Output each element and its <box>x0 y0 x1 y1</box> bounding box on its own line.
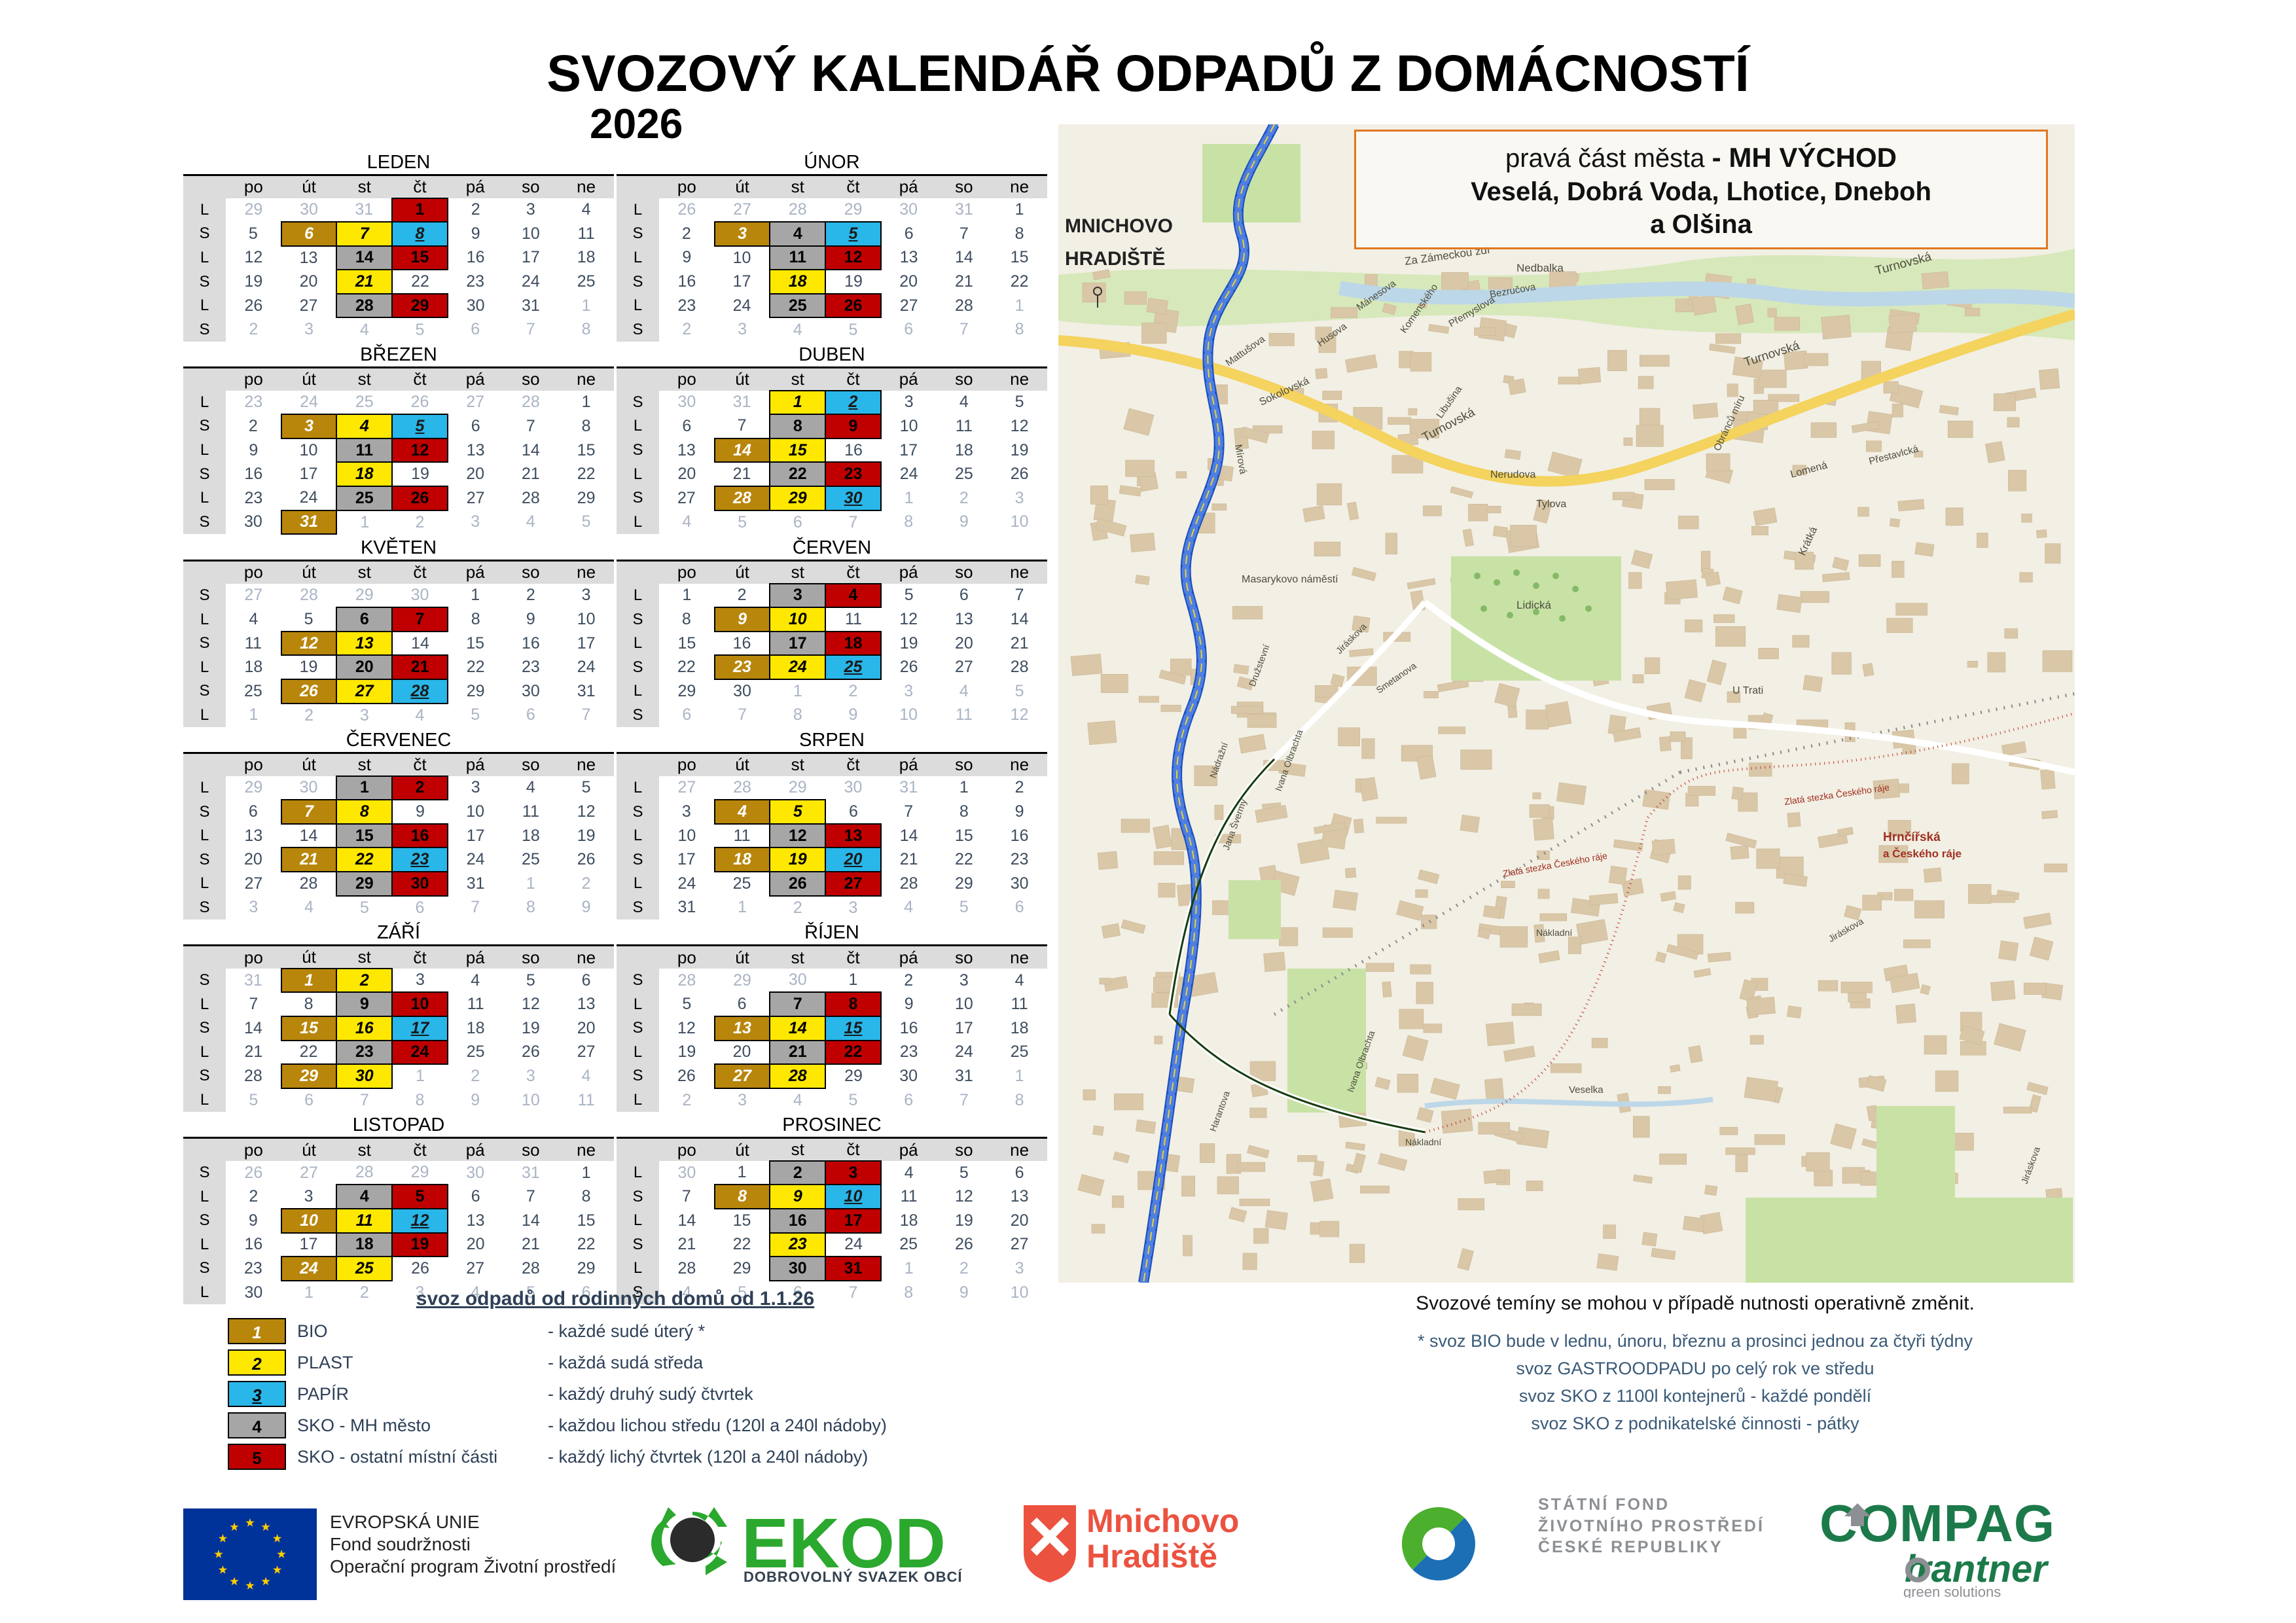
svg-text:Lidická: Lidická <box>1516 599 1551 611</box>
svg-text:Tylova: Tylova <box>1536 499 1566 510</box>
svg-text:Nerudova: Nerudova <box>1490 469 1535 480</box>
svg-text:Nákladní: Nákladní <box>1405 1137 1441 1147</box>
svg-text:U Trati: U Trati <box>1732 685 1763 696</box>
svg-text:Nedbalka: Nedbalka <box>1516 262 1564 274</box>
svg-text:green solutions: green solutions <box>1903 1584 2001 1598</box>
svg-text:DOBROVOLNÝ SVAZEK OBCÍ: DOBROVOLNÝ SVAZEK OBCÍ <box>744 1569 963 1585</box>
svg-text:MNICHOVO: MNICHOVO <box>1065 215 1173 237</box>
svg-text:Hrnčířská: Hrnčířská <box>1883 830 1941 844</box>
svg-text:HRADIŠTĚ: HRADIŠTĚ <box>1065 247 1165 270</box>
svg-text:Nákladní: Nákladní <box>1536 927 1572 938</box>
svg-text:Masarykovo náměstí: Masarykovo náměstí <box>1242 574 1338 585</box>
svg-text:a Českého ráje: a Českého ráje <box>1883 847 1962 860</box>
svg-text:Veselka: Veselka <box>1569 1084 1604 1096</box>
